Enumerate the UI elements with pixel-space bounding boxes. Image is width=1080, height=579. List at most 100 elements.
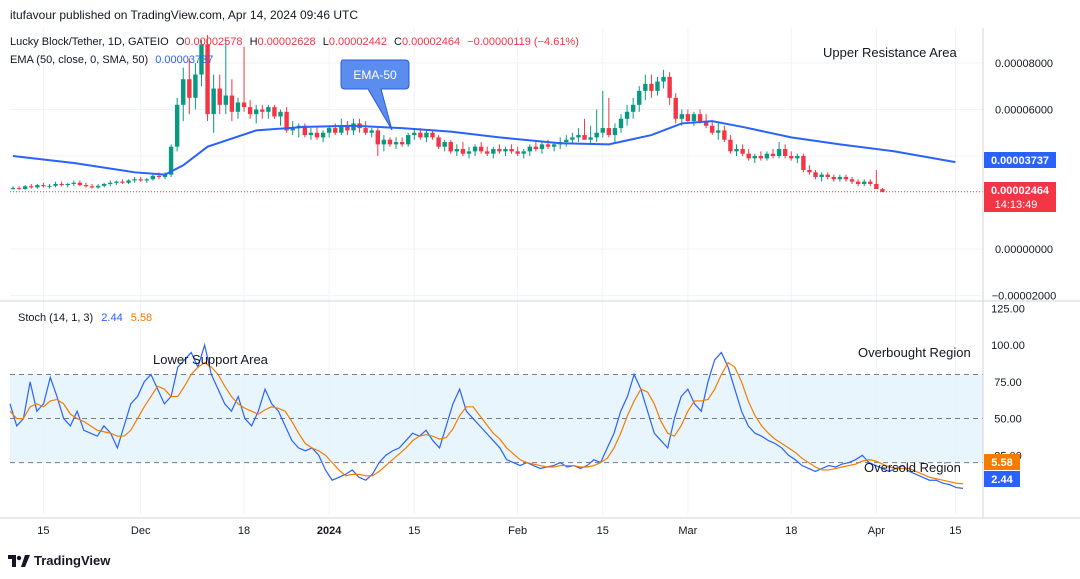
legend-o: 0.00002578: [184, 36, 242, 48]
candle-body: [710, 125, 715, 133]
candle-body: [728, 139, 733, 152]
legend-change: −0.00000119 (−4.61%): [467, 36, 579, 48]
candle-body: [375, 130, 380, 145]
stoch-k-label-text: 2.44: [991, 474, 1013, 486]
candle-body: [825, 174, 830, 177]
candle-body: [418, 132, 423, 138]
candle-body: [278, 111, 283, 117]
candle-body: [144, 179, 149, 181]
candle-body: [545, 144, 551, 147]
candle-body: [527, 146, 532, 152]
candle-body: [95, 185, 101, 188]
svg-text:Stoch (14, 1, 3) 2.44: Stoch (14, 1, 3) 2.44 5.58: [18, 312, 152, 324]
ema-price-label: 0.00003737: [984, 152, 1056, 168]
candle-body: [624, 111, 630, 119]
candle-body: [77, 182, 83, 186]
candle-body: [831, 176, 836, 180]
candle-body: [65, 183, 70, 186]
candle-body: [114, 181, 119, 183]
candle-body: [576, 135, 581, 138]
candle-body: [509, 149, 514, 152]
last-price-text: 0.00002464: [991, 185, 1050, 197]
stoch-y-tick: 125.00: [991, 303, 1025, 315]
candle-body: [10, 188, 16, 190]
stoch-y-tick: 50.00: [994, 414, 1022, 426]
candle-body: [199, 44, 204, 75]
candle-body: [187, 79, 192, 98]
candle-body: [606, 128, 612, 136]
candle-body: [649, 83, 654, 91]
x-tick-label: Dec: [131, 525, 151, 537]
candle-body: [205, 44, 210, 115]
candle-body: [89, 186, 95, 188]
x-tick-label: 18: [238, 525, 250, 537]
candle-body: [351, 123, 356, 131]
candle-body: [564, 139, 569, 143]
chart-svg[interactable]: 15 Dec 18 2024 15 Feb 15 Mar 18 Apr 15 0.00008000 0.…: [0, 28, 1080, 548]
x-tick-label: 15: [597, 525, 609, 537]
ema-callout: EMA-50: [340, 59, 410, 131]
candle-body: [217, 88, 222, 105]
candle-body: [594, 132, 599, 138]
candle-body: [284, 111, 289, 131]
footer-brand[interactable]: TradingView: [8, 553, 110, 568]
candle-body: [819, 174, 824, 177]
candle-body: [260, 109, 265, 112]
candle-body: [722, 130, 727, 140]
candle-body: [387, 139, 393, 145]
candle-body: [612, 128, 618, 136]
candle-body: [254, 109, 259, 115]
candle-body: [363, 128, 368, 133]
candle-body: [436, 137, 441, 147]
x-tick-label: Feb: [508, 525, 527, 537]
candle-body: [789, 156, 794, 159]
legend-ema-value: 0.00003737: [155, 54, 213, 66]
chart-frame[interactable]: 15 Dec 18 2024 15 Feb 15 Mar 18 Apr 15 0.00008000 0.…: [0, 28, 1080, 548]
stoch-y-tick: 75.00: [994, 377, 1022, 389]
ema-callout-text: EMA-50: [353, 68, 397, 82]
candle-body: [868, 181, 873, 184]
overbought-label: Overbought Region: [858, 345, 971, 360]
stoch-d-label: 5.58: [984, 454, 1020, 470]
price-y-tick: 0.00008000: [995, 58, 1053, 70]
price-y-tick: 0.00000000: [995, 244, 1053, 256]
upper-resistance-label: Upper Resistance Area: [823, 45, 957, 60]
candle-body: [655, 81, 660, 91]
candle-body: [406, 135, 411, 145]
candle-body: [320, 132, 326, 138]
candle-body: [849, 179, 855, 182]
candle-body: [47, 185, 52, 187]
candle-body: [156, 175, 162, 177]
candle-body: [241, 102, 247, 108]
candle-body: [855, 181, 861, 184]
candle-body: [570, 137, 575, 140]
candle-body: [716, 130, 721, 133]
candle-body: [764, 153, 770, 159]
candle-body: [697, 114, 703, 122]
candle-body: [381, 139, 387, 145]
x-tick-label: Apr: [868, 525, 885, 537]
candle-body: [643, 83, 648, 91]
x-tick-label: 15: [949, 525, 961, 537]
legend-symbol: Lucky Block/Tether, 1D, GATEIO: [10, 36, 169, 48]
candle-body: [412, 132, 417, 136]
svg-text:EMA (50, close, 0, SMA, 50): EMA (50, close, 0, SMA, 50) 0.00003737: [10, 54, 213, 66]
candle-body: [466, 151, 472, 154]
legend-c-label: C: [394, 36, 402, 48]
candle-body: [247, 107, 253, 115]
x-tick-label: 18: [785, 525, 797, 537]
candle-body: [308, 132, 314, 136]
candle-body: [59, 183, 64, 186]
candle-body: [369, 130, 374, 133]
lower-support-label: Lower Support Area: [153, 352, 269, 367]
candle-body: [102, 183, 107, 186]
candle-body: [193, 74, 198, 98]
candle-body: [174, 104, 180, 147]
candle-body: [485, 151, 490, 154]
legend-ema-title: EMA (50, close, 0, SMA, 50): [10, 54, 148, 66]
candle-body: [448, 142, 453, 152]
candle-body: [120, 181, 125, 183]
legend-stoch-title: Stoch (14, 1, 3): [18, 312, 93, 324]
candle-body: [223, 95, 228, 105]
candle-body: [424, 132, 429, 138]
